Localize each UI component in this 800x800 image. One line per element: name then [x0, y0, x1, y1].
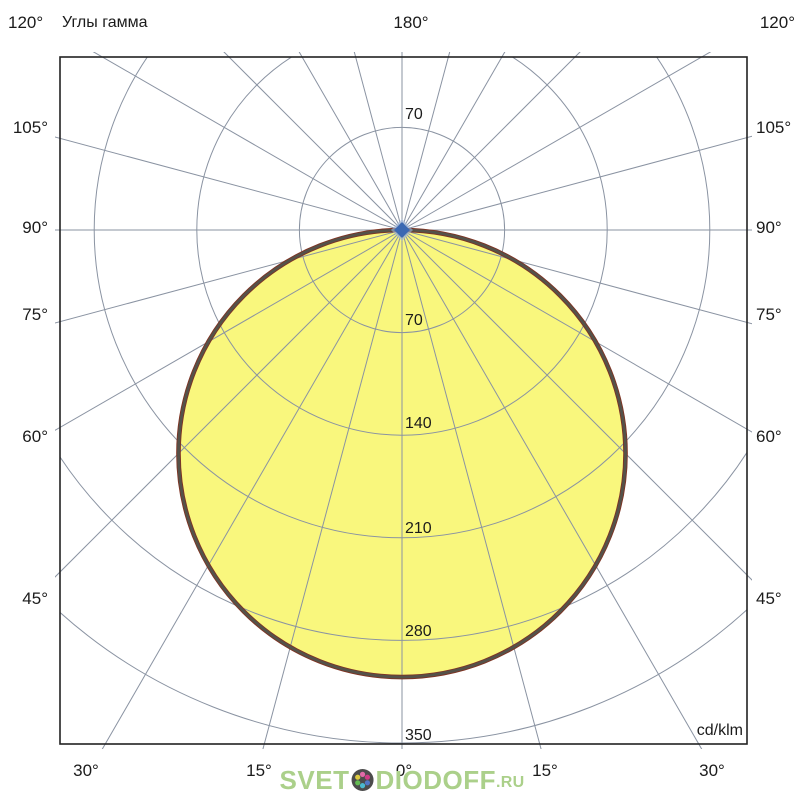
watermark-text-2: DIODOFF	[375, 765, 496, 795]
logo-dot	[364, 774, 370, 780]
gamma-angle-label-left-60: 60°	[22, 427, 48, 446]
radial-tick-70: 70	[405, 312, 423, 329]
logo-dot	[359, 771, 366, 777]
gamma-angle-label-top-right: 120°	[759, 13, 795, 32]
chart-title: Углы гамма	[62, 14, 148, 31]
radial-tick-350: 350	[405, 727, 432, 744]
unit-label: cd/klm	[696, 722, 743, 739]
logo-dot	[355, 774, 361, 780]
origin-marker	[391, 219, 413, 241]
watermark: SVET DIODOFF .RU	[280, 767, 525, 793]
gamma-angle-label-right-75: 75°	[756, 305, 782, 324]
radial-grid-circles	[60, 57, 747, 744]
gamma-angle-label-bottom-30r: 30°	[699, 761, 725, 780]
gamma-angle-label-left-90: 90°	[22, 218, 48, 237]
plot-border	[59, 56, 748, 745]
gamma-angle-label-top-left: 120°	[8, 13, 44, 32]
gamma-angle-label-left-75: 75°	[22, 305, 48, 324]
radial-tick-140: 140	[405, 415, 432, 432]
gamma-angle-label-left-45: 45°	[22, 589, 48, 608]
gamma-angle-label-right-45: 45°	[756, 589, 782, 608]
radial-tick-210: 210	[405, 520, 432, 537]
gamma-angle-label-left-105: 105°	[12, 118, 48, 137]
gamma-angle-label-bottom-15l: 15°	[246, 761, 272, 780]
radial-tick-70-upper: 70	[405, 106, 423, 123]
watermark-text-1: SVET	[279, 765, 350, 795]
gamma-angle-label-bottom-0: 0°	[395, 761, 413, 780]
gamma-angle-label-right-90: 90°	[756, 218, 782, 237]
logo-dot	[355, 780, 361, 786]
gamma-angle-label-bottom-30l: 30°	[73, 761, 99, 780]
watermark-text-tld: .RU	[495, 774, 525, 791]
gamma-angle-label-right-105: 105°	[756, 118, 792, 137]
radial-tick-280: 280	[405, 623, 432, 640]
gamma-angle-label-bottom-15r: 15°	[532, 761, 558, 780]
gamma-angle-label-180: 180°	[393, 13, 429, 32]
svetodiodoff-logo-icon	[351, 769, 374, 791]
gamma-angle-label-right-60: 60°	[756, 427, 782, 446]
logo-dot	[364, 780, 370, 786]
logo-dot	[359, 783, 366, 789]
